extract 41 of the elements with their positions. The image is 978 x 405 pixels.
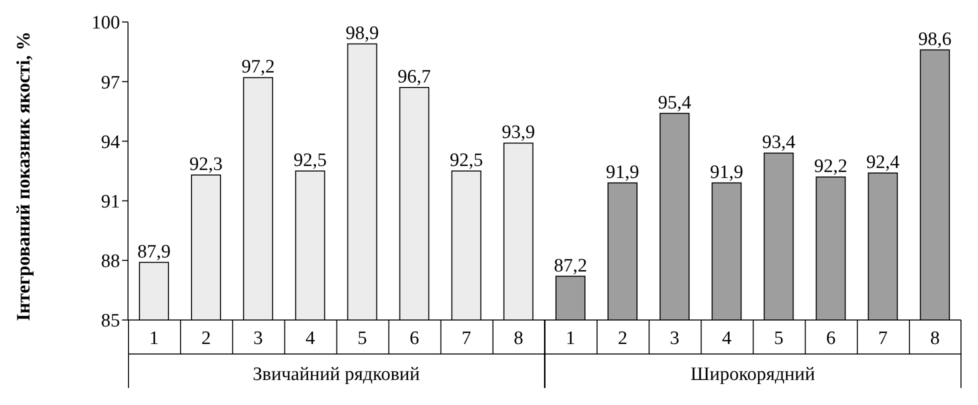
x-tick-label: 4 bbox=[722, 328, 732, 349]
data-label: 98,6 bbox=[918, 28, 952, 50]
y-tick-label: 97 bbox=[101, 72, 120, 94]
data-label: 92,5 bbox=[450, 150, 483, 171]
y-axis-title: Інтегрований показник якості, % bbox=[14, 31, 35, 321]
x-tick-label: 8 bbox=[514, 328, 524, 349]
x-tick-label: 7 bbox=[878, 328, 888, 349]
data-label: 96,7 bbox=[398, 66, 431, 88]
legend-label: Широкорядний bbox=[690, 364, 816, 385]
x-tick-label: 7 bbox=[462, 328, 472, 349]
x-tick-label: 2 bbox=[201, 328, 211, 349]
y-tick-label: 91 bbox=[101, 192, 120, 213]
x-tick-label: 1 bbox=[149, 328, 159, 349]
x-tick-label: 2 bbox=[618, 328, 628, 349]
x-tick-label: 4 bbox=[305, 328, 316, 349]
data-label: 98,9 bbox=[346, 22, 379, 44]
data-label: 95,4 bbox=[658, 92, 692, 114]
data-label: 97,2 bbox=[241, 56, 275, 78]
x-tick-label: 5 bbox=[358, 328, 368, 349]
data-label: 92,3 bbox=[189, 154, 223, 175]
x-tick-label: 6 bbox=[410, 328, 420, 349]
y-tick-label: 88 bbox=[101, 251, 120, 272]
x-tick-label: 6 bbox=[826, 328, 836, 349]
y-tick-label: 100 bbox=[92, 12, 120, 34]
x-tick-label: 5 bbox=[774, 328, 784, 349]
data-label: 93,9 bbox=[502, 122, 536, 144]
x-tick-label: 3 bbox=[670, 328, 680, 349]
data-label: 92,4 bbox=[866, 152, 900, 173]
data-label: 87,2 bbox=[554, 255, 588, 276]
data-label: 87,9 bbox=[137, 241, 171, 262]
y-tick-label: 85 bbox=[101, 310, 120, 332]
legend-label: Звичайний рядковий bbox=[252, 364, 420, 385]
x-tick-label: 3 bbox=[253, 328, 263, 349]
x-tick-label: 8 bbox=[930, 328, 940, 349]
y-tick-label: 94 bbox=[101, 132, 120, 153]
data-label: 91,9 bbox=[606, 162, 640, 183]
x-tick-label: 1 bbox=[566, 328, 576, 349]
data-label: 92,5 bbox=[294, 150, 327, 171]
data-label: 92,2 bbox=[814, 156, 848, 177]
data-label: 93,4 bbox=[762, 132, 796, 154]
data-label: 91,9 bbox=[710, 162, 744, 183]
